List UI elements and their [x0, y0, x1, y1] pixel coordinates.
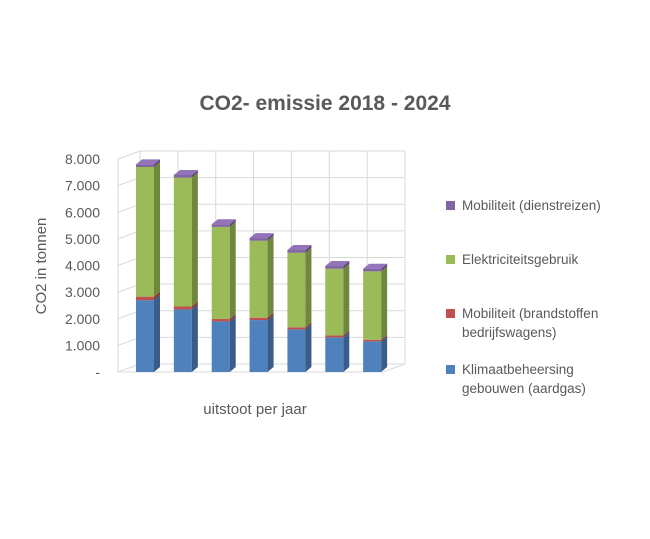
bar-segment — [211, 319, 230, 322]
bar-top-face — [136, 159, 160, 165]
bar-segment-side — [305, 245, 312, 253]
bar-segment — [325, 337, 344, 372]
y-tick-label: 2.000 — [65, 311, 100, 327]
bar-segment — [211, 226, 230, 320]
legend-swatch-dienstreizen — [446, 201, 455, 210]
bar-segment — [325, 335, 344, 338]
bar-segment-side — [191, 304, 198, 372]
y-tick-label: 8.000 — [65, 151, 100, 167]
bar-segment-side — [154, 161, 160, 297]
bar-segment — [363, 268, 382, 272]
legend-label-brandstoffen: Mobiliteit (brandstoffen bedrijfswagens) — [462, 306, 599, 340]
legend-item-elektriciteit: Elektriciteitsgebruik — [446, 250, 578, 269]
y-tick-label: 4.000 — [65, 258, 100, 274]
y-tick-label: 5.000 — [65, 231, 100, 247]
bar-segment — [136, 296, 154, 301]
bar-segment — [249, 317, 268, 321]
bar-top-face — [287, 245, 312, 251]
y-tick-label: 6.000 — [65, 204, 100, 220]
bar-segment-side — [343, 261, 350, 269]
legend-item-klimaat: Klimaatbeheersing gebouwen (aardgas) — [446, 360, 616, 398]
legend-label-elektriciteit: Elektriciteitsgebruik — [462, 252, 579, 267]
legend-swatch-elektriciteit — [446, 255, 455, 264]
bar-segment — [363, 271, 382, 340]
bar-segment-side — [267, 312, 274, 321]
bar-segment-side — [343, 332, 350, 372]
side-gridline — [117, 150, 141, 160]
y-tick-label: - — [95, 364, 100, 380]
y-tick-label: 1.000 — [65, 337, 100, 353]
bar-segment — [136, 164, 154, 167]
legend-item-brandstoffen: Mobiliteit (brandstoffen bedrijfswagens) — [446, 304, 636, 342]
chart-title: CO2- emissie 2018 - 2024 — [199, 92, 451, 115]
bar-segment-side — [381, 266, 388, 340]
y-axis-title: CO2 in tonnen — [33, 218, 50, 315]
bar-segment-side — [191, 301, 198, 310]
legend-swatch-brandstoffen — [446, 309, 455, 318]
bar-top-face — [211, 219, 236, 225]
bar-segment — [211, 321, 230, 372]
bar-segment-side — [154, 295, 160, 372]
bar-segment-side — [305, 322, 312, 330]
bar-segment — [287, 329, 306, 372]
bar-segment — [363, 341, 382, 372]
bar-segment-side — [305, 247, 312, 328]
bar-segment — [136, 166, 154, 297]
bar-segment-side — [229, 221, 236, 320]
bar-segment-side — [229, 314, 236, 322]
legend-label-klimaat: Klimaatbeheersing gebouwen (aardgas) — [462, 362, 586, 396]
bar-segment-side — [154, 291, 160, 301]
bar-segment — [136, 300, 154, 372]
bar-segment-side — [381, 336, 388, 372]
y-tick-label: 3.000 — [65, 284, 100, 300]
bar-segment-side — [154, 159, 160, 167]
legend-item-dienstreizen: Mobiliteit (dienstreizen) — [446, 196, 601, 215]
bar-segment — [173, 177, 192, 307]
bar-segment — [249, 238, 268, 241]
bar-segment-side — [267, 315, 274, 372]
bar-top-face — [249, 233, 274, 239]
bar-segment — [325, 266, 344, 269]
bar-segment-side — [305, 324, 312, 372]
bar-segment — [287, 250, 306, 253]
bar-segment-side — [343, 263, 350, 336]
bar-segment — [287, 252, 306, 328]
bar-segment — [325, 268, 344, 336]
bar-top-face — [363, 263, 388, 269]
bar-segment — [211, 224, 230, 227]
bar-segment-side — [381, 334, 388, 342]
bar-segment-side — [229, 219, 236, 227]
bar-top-face — [325, 261, 350, 267]
bar-segment — [249, 320, 268, 372]
bar-segment-side — [267, 233, 274, 241]
bar-segment-side — [191, 169, 198, 178]
bar-segment — [173, 309, 192, 372]
x-axis-title: uitstoot per jaar — [203, 401, 306, 418]
bar-segment-side — [343, 330, 350, 338]
bar-segment — [173, 174, 192, 178]
bar-segment-side — [381, 263, 388, 272]
bar-top-face — [173, 169, 198, 175]
bar-segment — [249, 240, 268, 318]
floor-side-edge — [382, 363, 406, 373]
bar-segment-side — [229, 316, 236, 372]
legend-label-dienstreizen: Mobiliteit (dienstreizen) — [462, 198, 601, 213]
bar-segment — [173, 306, 192, 310]
y-tick-label: 7.000 — [65, 178, 100, 194]
legend-swatch-klimaat — [446, 365, 455, 374]
bar-segment — [363, 339, 382, 342]
bar-segment — [287, 327, 306, 330]
bar-segment-side — [191, 172, 198, 307]
bar-segment-side — [267, 235, 274, 318]
